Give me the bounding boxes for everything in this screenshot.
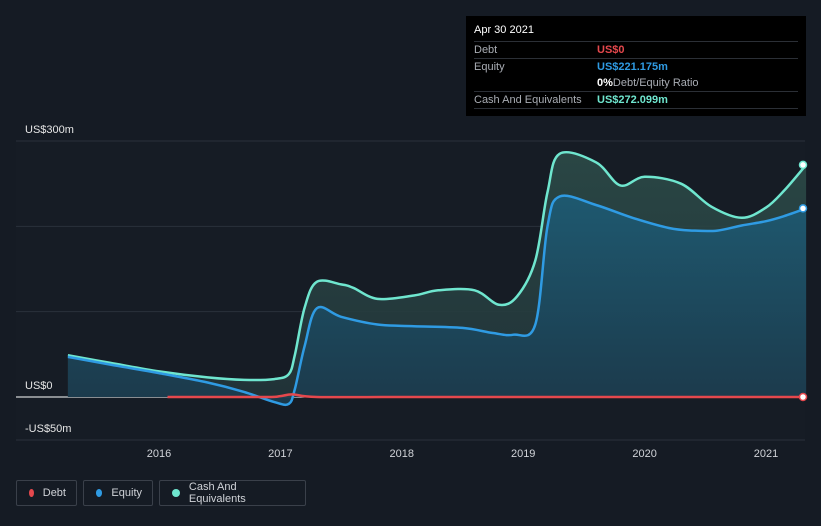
- legend-label: Equity: [111, 487, 142, 499]
- x-tick-label: 2016: [147, 448, 171, 460]
- x-tick-label: 2020: [632, 448, 656, 460]
- tooltip-row-cash: Cash And Equivalents US$272.099m: [474, 91, 798, 109]
- debt-line: [167, 393, 807, 399]
- legend-label: Debt: [42, 487, 66, 499]
- data-tooltip: Apr 30 2021 Debt US$0 Equity US$221.175m…: [466, 16, 806, 116]
- cash-and-equivalents-line: [67, 151, 808, 382]
- x-tick-label: 2021: [754, 448, 778, 460]
- y-tick-label: US$300m: [25, 124, 74, 136]
- equity-end-marker: [798, 204, 808, 213]
- debt-end-marker: [798, 392, 808, 402]
- tooltip-label: Cash And Equivalents: [474, 94, 582, 106]
- equity-dot-icon: [96, 489, 103, 497]
- tooltip-value: 0%: [597, 77, 613, 89]
- tooltip-value: US$272.099m: [597, 94, 668, 106]
- tooltip-row-ratio: 0% Debt/Equity Ratio: [474, 75, 798, 91]
- tooltip-row-equity: Equity US$221.175m: [474, 58, 798, 75]
- tooltip-row-debt: Debt US$0: [474, 41, 798, 58]
- y-tick-label: US$0: [25, 380, 53, 392]
- tooltip-value: US$0: [597, 44, 625, 56]
- tooltip-ratio-label: Debt/Equity Ratio: [612, 77, 699, 89]
- x-tick-label: 2019: [511, 448, 535, 460]
- x-tick-label: 2018: [390, 448, 414, 460]
- tooltip-label: Equity: [474, 61, 505, 73]
- tooltip-label: Debt: [474, 44, 498, 56]
- x-tick-label: 2017: [268, 448, 292, 460]
- tooltip-date: Apr 30 2021: [474, 24, 534, 36]
- legend: Debt Equity Cash And Equivalents: [16, 480, 306, 506]
- debt-dot-icon: [29, 489, 34, 497]
- legend-item-equity[interactable]: Equity: [83, 480, 153, 506]
- cash-and-equivalents-end-marker: [798, 160, 808, 170]
- legend-item-debt[interactable]: Debt: [16, 480, 77, 506]
- tooltip-label: [474, 75, 597, 91]
- legend-label: Cash And Equivalents: [188, 481, 246, 505]
- equity-area: [67, 195, 807, 405]
- legend-item-cash[interactable]: Cash And Equivalents: [159, 480, 306, 506]
- tooltip-value: US$221.175m: [597, 61, 668, 73]
- y-tick-label: -US$50m: [25, 423, 71, 435]
- cash-dot-icon: [172, 489, 180, 497]
